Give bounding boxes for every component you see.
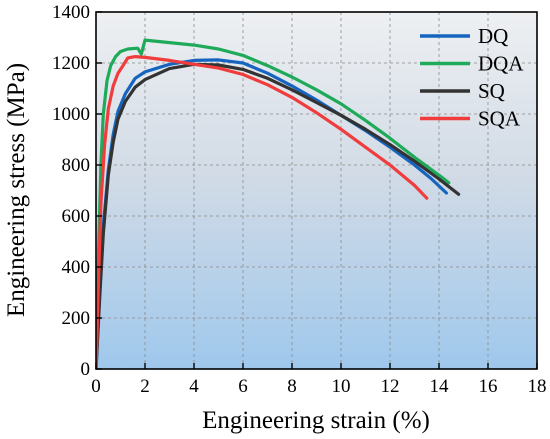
- series-line-sqa: [96, 55, 429, 369]
- plot-background: [96, 12, 537, 369]
- x-tick-label: 16: [479, 376, 498, 397]
- x-tick-label: 2: [140, 376, 150, 397]
- x-tick-label: 0: [91, 376, 101, 397]
- x-tick-label: 12: [381, 376, 400, 397]
- y-tick-label: 800: [62, 155, 91, 176]
- legend: DQ DQA SQ SQA: [420, 24, 524, 131]
- y-tick-label: 200: [62, 308, 91, 329]
- x-axis-title: Engineering strain (%): [202, 407, 430, 434]
- x-tick-label: 18: [528, 376, 547, 397]
- x-tick-label: 14: [430, 376, 450, 397]
- series-lines: [96, 38, 461, 369]
- legend-label-dqa: DQA: [478, 52, 524, 76]
- plot-frame: [95, 11, 538, 370]
- legend-label-dq: DQ: [478, 24, 508, 48]
- axis-ticks: 0 2 4 6 8 10 12 14 16 18 0 200 400 600 800 1000 1200 1400: [52, 2, 547, 397]
- x-tick-label: 8: [287, 376, 297, 397]
- legend-label-sqa: SQA: [478, 107, 521, 131]
- y-tick-label: 1400: [52, 2, 90, 23]
- x-tick-label: 6: [238, 376, 248, 397]
- x-tick-label: 10: [332, 376, 351, 397]
- y-tick-label: 1000: [52, 104, 90, 125]
- legend-label-sq: SQ: [478, 79, 505, 103]
- y-tick-label: 1200: [52, 53, 90, 74]
- y-axis-title: Engineering stress (MPa): [3, 63, 30, 317]
- y-tick-label: 0: [81, 359, 91, 380]
- y-tick-label: 400: [62, 257, 91, 278]
- x-tick-label: 4: [189, 376, 199, 397]
- y-tick-label: 600: [62, 206, 91, 227]
- series-line-dqa: [96, 38, 451, 369]
